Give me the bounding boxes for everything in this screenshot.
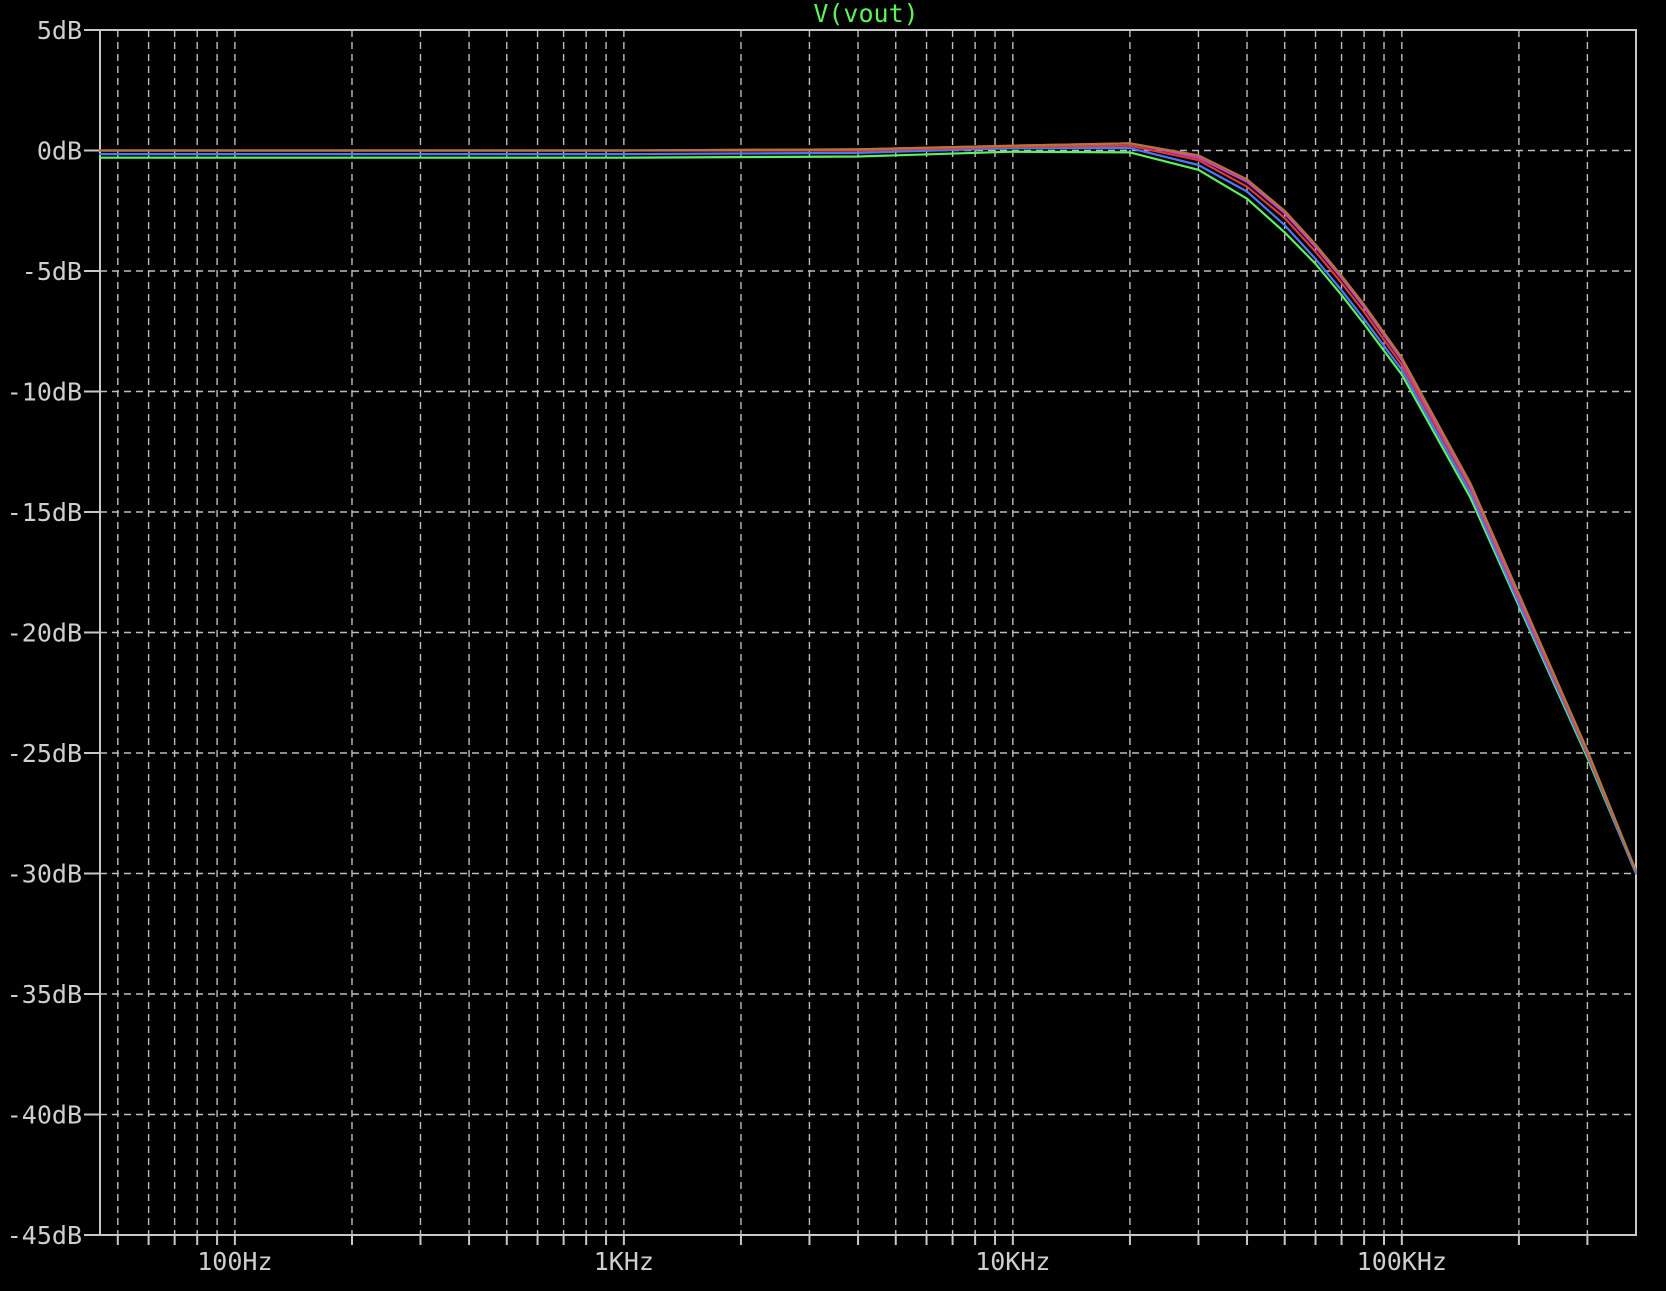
series-line-2 xyxy=(98,147,1638,875)
y-tick-label: -5dB xyxy=(22,257,82,286)
axis-ticks: 5dB 0dB -5dB -10dB -15dB -20dB -25dB -30dB -35dB… xyxy=(7,16,1589,1276)
y-tick-label: -20dB xyxy=(7,619,82,648)
y-tick-label: -25dB xyxy=(7,739,82,768)
x-tick-label: 1KHz xyxy=(594,1247,654,1276)
y-tick-label: -35dB xyxy=(7,980,82,1009)
series-group xyxy=(98,142,1638,875)
y-tick-label: 0dB xyxy=(37,137,82,166)
series-line-1 xyxy=(98,150,1638,875)
chart-title: V(vout) xyxy=(813,0,918,28)
y-tick-label: -10dB xyxy=(7,378,82,407)
grid xyxy=(100,30,1636,1235)
y-tick-label: -15dB xyxy=(7,498,82,527)
y-tick-label: -40dB xyxy=(7,1101,82,1130)
x-tick-label: 10KHz xyxy=(975,1247,1050,1276)
y-tick-label: -30dB xyxy=(7,860,82,889)
y-tick-label: -45dB xyxy=(7,1221,82,1250)
series-line-3 xyxy=(98,144,1638,873)
x-tick-label: 100Hz xyxy=(197,1247,272,1276)
y-tick-label: 5dB xyxy=(37,16,82,45)
x-tick-label: 100KHz xyxy=(1357,1247,1447,1276)
series-line-5 xyxy=(98,142,1638,873)
series-line-4 xyxy=(98,142,1638,873)
